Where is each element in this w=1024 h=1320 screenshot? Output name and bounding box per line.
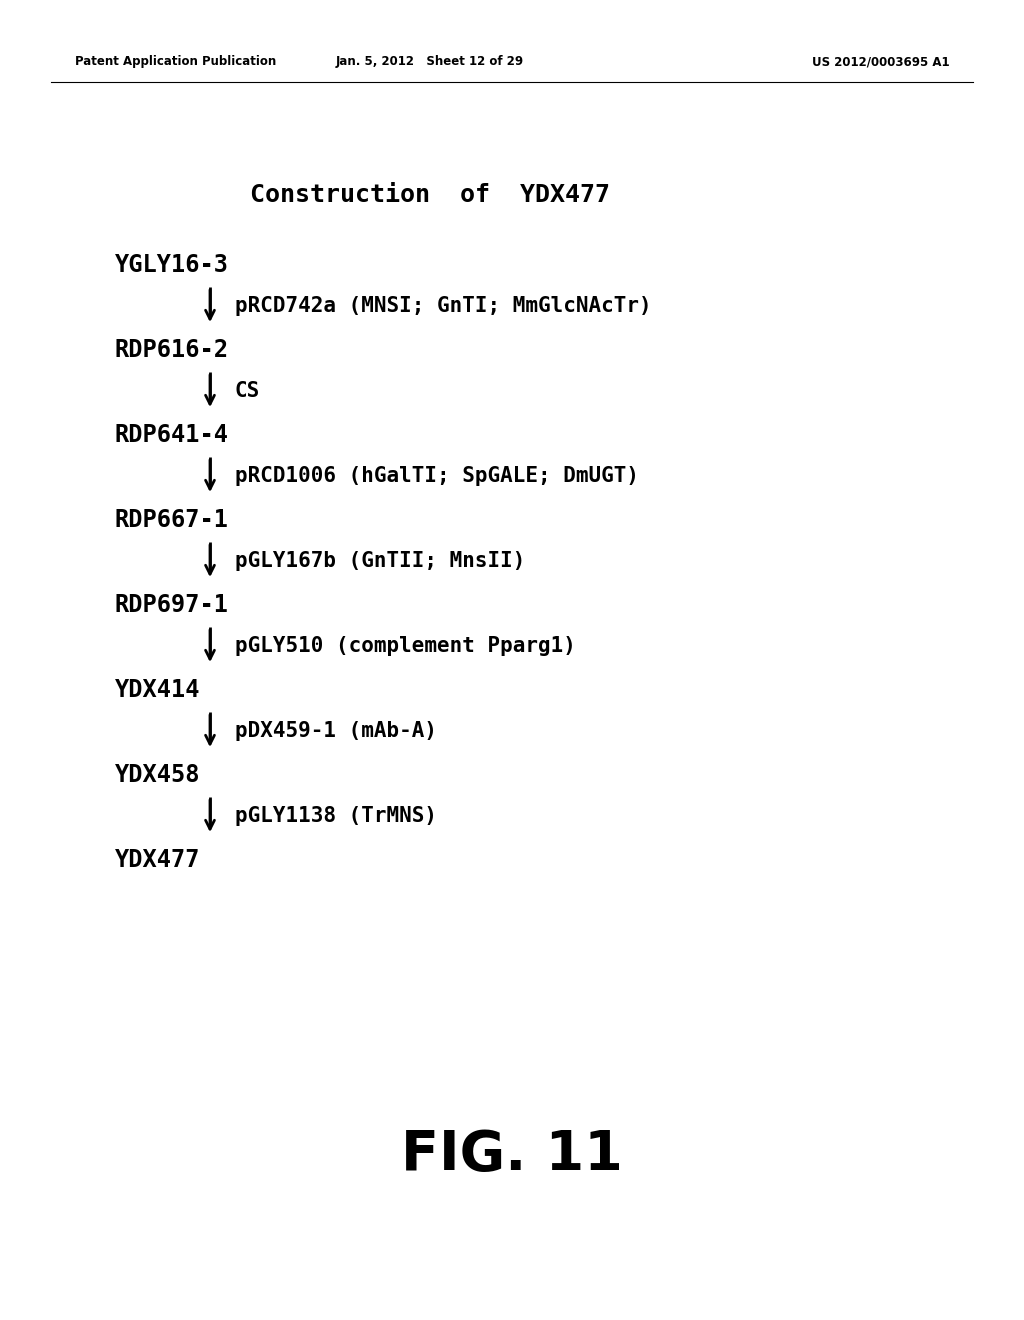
- Text: RDP697-1: RDP697-1: [115, 593, 229, 616]
- Text: YGLY16-3: YGLY16-3: [115, 253, 229, 277]
- Text: RDP667-1: RDP667-1: [115, 508, 229, 532]
- Text: pGLY167b (GnTII; MnsII): pGLY167b (GnTII; MnsII): [234, 550, 525, 572]
- Text: YDX477: YDX477: [115, 847, 201, 873]
- Text: Patent Application Publication: Patent Application Publication: [75, 55, 276, 69]
- Text: pRCD1006 (hGalTI; SpGALE; DmUGT): pRCD1006 (hGalTI; SpGALE; DmUGT): [234, 466, 639, 486]
- Text: pGLY510 (complement Pparg1): pGLY510 (complement Pparg1): [234, 636, 575, 656]
- Text: CS: CS: [234, 381, 260, 401]
- Text: YDX414: YDX414: [115, 678, 201, 702]
- Text: Construction  of  YDX477: Construction of YDX477: [250, 183, 610, 207]
- Text: FIG. 11: FIG. 11: [401, 1129, 623, 1181]
- Text: RDP616-2: RDP616-2: [115, 338, 229, 362]
- Text: RDP641-4: RDP641-4: [115, 422, 229, 447]
- Text: pGLY1138 (TrMNS): pGLY1138 (TrMNS): [234, 807, 437, 826]
- Text: pDX459-1 (mAb-A): pDX459-1 (mAb-A): [234, 721, 437, 741]
- Text: pRCD742a (MNSI; GnTI; MmGlcNAcTr): pRCD742a (MNSI; GnTI; MmGlcNAcTr): [234, 296, 651, 315]
- Text: Jan. 5, 2012   Sheet 12 of 29: Jan. 5, 2012 Sheet 12 of 29: [336, 55, 524, 69]
- Text: US 2012/0003695 A1: US 2012/0003695 A1: [812, 55, 950, 69]
- Text: YDX458: YDX458: [115, 763, 201, 787]
